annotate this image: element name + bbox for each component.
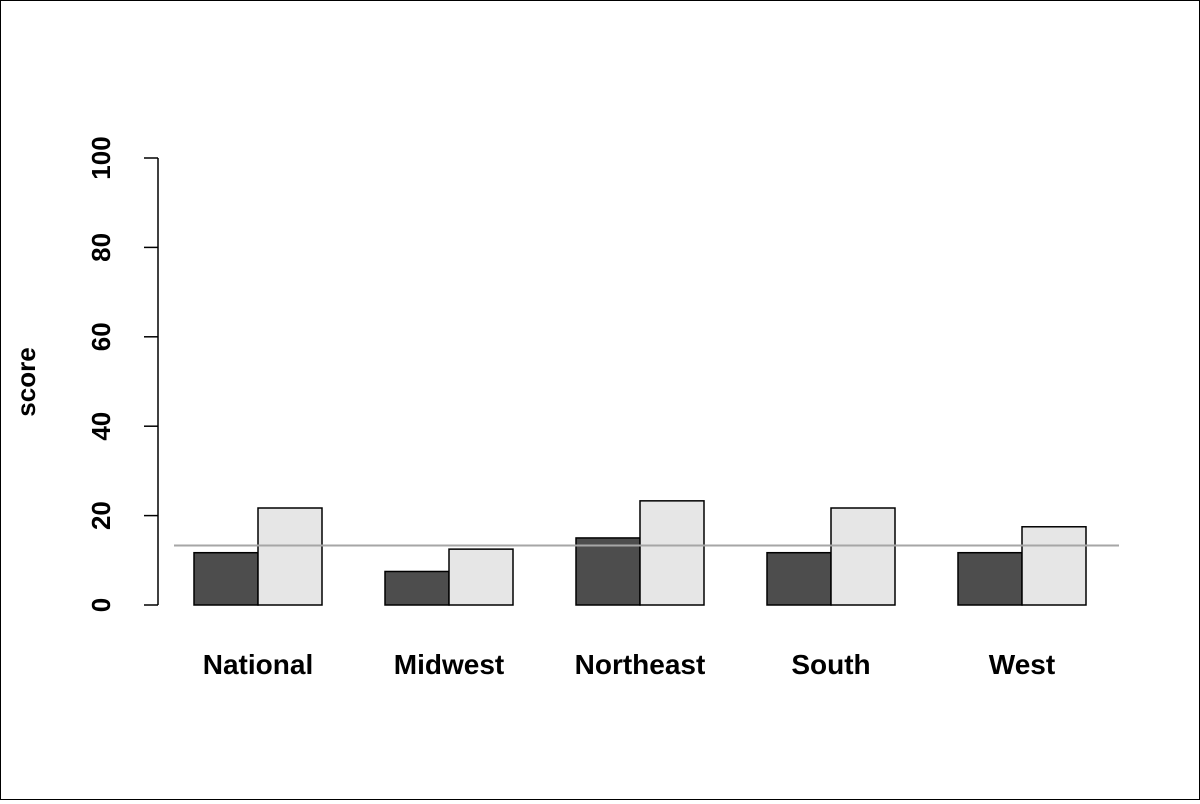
bar-south-series-1 — [766, 551, 832, 606]
bar-midwest-series-2 — [448, 548, 514, 606]
y-axis-title: score — [11, 347, 41, 416]
y-tick-label: 40 — [86, 412, 116, 441]
bar-midwest-series-1 — [384, 570, 450, 606]
y-tick-label: 60 — [86, 322, 116, 351]
category-label-national: National — [203, 649, 313, 680]
bar-northeast-series-1 — [575, 537, 641, 606]
bar-group — [384, 548, 514, 606]
bar-group — [957, 526, 1087, 606]
category-label-midwest: Midwest — [394, 649, 504, 680]
y-axis: 0 20 40 60 80 100 — [86, 136, 159, 612]
x-axis-labels: National Midwest Northeast South West — [203, 649, 1055, 680]
bar-national-series-2 — [257, 507, 323, 606]
bar-west-series-2 — [1021, 526, 1087, 606]
category-label-northeast: Northeast — [575, 649, 706, 680]
category-label-south: South — [791, 649, 870, 680]
y-tick-label: 0 — [86, 598, 116, 612]
y-tick-label: 100 — [86, 136, 116, 179]
bar-northeast-series-2 — [639, 500, 705, 606]
bars — [193, 500, 1087, 606]
bar-group — [575, 500, 705, 606]
bar-group — [766, 507, 896, 606]
y-tick-label: 20 — [86, 501, 116, 530]
category-label-west: West — [989, 649, 1055, 680]
bar-national-series-1 — [193, 551, 259, 606]
y-tick-label: 80 — [86, 233, 116, 262]
bar-group — [193, 507, 323, 606]
bar-south-series-2 — [830, 507, 896, 606]
bar-west-series-1 — [957, 551, 1023, 606]
